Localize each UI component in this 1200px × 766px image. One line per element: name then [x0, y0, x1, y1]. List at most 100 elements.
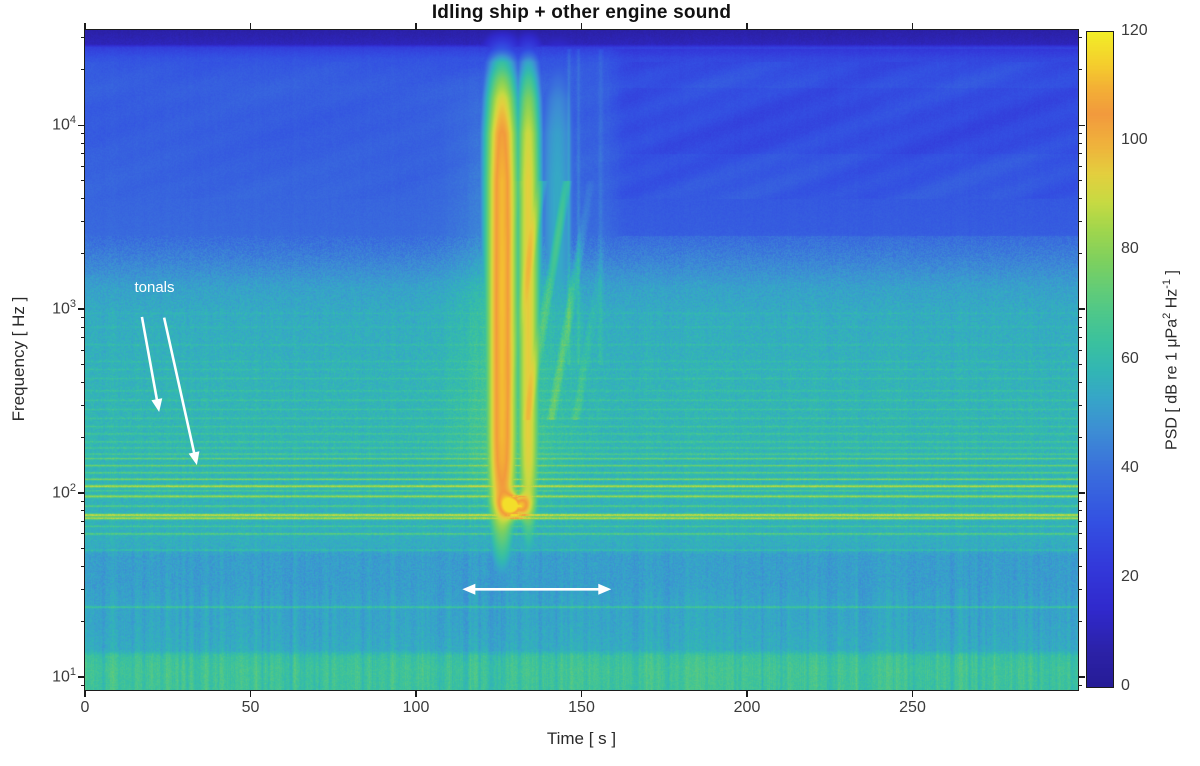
colorbar-tick-label: 0 — [1121, 677, 1130, 694]
y-tick-label: 104 — [52, 114, 76, 134]
y-axis-minor-tick-right — [1078, 381, 1082, 383]
y-axis-tick-right — [1078, 308, 1085, 310]
y-axis-minor-tick — [81, 142, 85, 144]
colorbar-tick-label: 100 — [1121, 131, 1148, 149]
y-axis-minor-tick-right — [1078, 198, 1082, 200]
y-axis-minor-tick-right — [1078, 142, 1082, 144]
y-axis-minor-tick — [81, 37, 85, 39]
y-axis-minor-tick — [81, 565, 85, 567]
plot-area: tonals — [84, 29, 1079, 691]
x-axis-tick-top — [84, 23, 86, 30]
colorbar-tick-label: 20 — [1121, 567, 1139, 585]
y-axis-minor-tick-right — [1078, 221, 1082, 222]
x-axis-tick-top — [746, 23, 748, 30]
y-axis-minor-tick — [81, 337, 85, 339]
y-axis-minor-tick-right — [1078, 501, 1082, 503]
y-axis-minor-tick — [81, 165, 85, 167]
x-tick-label: 50 — [241, 699, 260, 716]
y-axis-minor-tick-right — [1078, 133, 1082, 135]
y-axis-tick — [78, 676, 85, 678]
spectrogram-canvas — [85, 30, 1078, 690]
y-axis-minor-tick — [81, 588, 85, 590]
y-axis-minor-tick — [81, 510, 85, 512]
y-axis-minor-tick — [81, 180, 85, 182]
chart-title: Idling ship + other engine sound — [431, 2, 732, 23]
y-axis-minor-tick — [81, 253, 85, 255]
x-axis-tick-top — [249, 23, 252, 30]
y-axis-tick — [78, 124, 85, 127]
x-tick-label: 150 — [568, 699, 595, 716]
y-axis-minor-tick — [81, 133, 85, 135]
y-axis-minor-tick-right — [1078, 547, 1082, 549]
y-axis-minor-tick-right — [1078, 684, 1082, 686]
y-axis-minor-tick-right — [1078, 621, 1082, 623]
x-axis-tick — [580, 690, 583, 697]
x-axis-tick — [911, 690, 914, 697]
colorbar-tick-label: 120 — [1121, 22, 1148, 39]
y-axis-minor-tick-right — [1078, 565, 1082, 567]
colorbar — [1086, 31, 1114, 688]
x-tick-label: 250 — [899, 699, 926, 716]
y-tick-label: 102 — [52, 482, 76, 502]
y-axis-minor-tick-right — [1078, 337, 1082, 339]
y-axis-minor-tick-right — [1078, 326, 1082, 328]
y-axis-label: Frequency [ Hz ] — [9, 296, 28, 422]
y-axis-minor-tick — [81, 69, 85, 71]
y-axis-tick — [78, 308, 85, 310]
y-axis-minor-tick-right — [1078, 317, 1082, 319]
x-axis-tick — [746, 690, 748, 697]
colorbar-tick-label: 80 — [1121, 240, 1139, 258]
y-axis-minor-tick — [81, 501, 85, 503]
x-tick-label: 200 — [733, 699, 761, 716]
x-tick-label: 0 — [80, 699, 90, 716]
y-axis-tick-right — [1078, 124, 1085, 127]
y-axis-minor-tick-right — [1078, 165, 1082, 167]
y-axis-minor-tick — [81, 521, 85, 523]
x-axis-tick — [415, 690, 417, 697]
y-axis-minor-tick-right — [1078, 437, 1082, 439]
x-axis-tick-top — [580, 23, 583, 30]
x-tick-label: 100 — [402, 699, 430, 716]
y-axis-minor-tick-right — [1078, 588, 1082, 590]
colorbar-tick-label: 60 — [1121, 349, 1139, 367]
y-tick-label: 103 — [52, 298, 76, 318]
y-axis-minor-tick — [81, 621, 85, 623]
y-axis-minor-tick-right — [1078, 533, 1082, 535]
y-axis-minor-tick-right — [1078, 69, 1082, 71]
y-axis-minor-tick-right — [1078, 349, 1082, 351]
x-axis-tick — [249, 690, 252, 697]
y-axis-minor-tick-right — [1078, 521, 1082, 523]
x-axis-label: Time [ s ] — [546, 729, 617, 748]
y-axis-tick — [78, 492, 85, 494]
y-axis-minor-tick — [81, 317, 85, 319]
y-axis-minor-tick — [81, 533, 85, 535]
y-axis-minor-tick — [81, 221, 85, 222]
x-axis-tick-top — [911, 23, 914, 30]
y-axis-minor-tick-right — [1078, 253, 1082, 255]
colorbar-label: PSD [ dB re 1 μPa2 Hz-1 ] — [1161, 270, 1181, 450]
y-axis-minor-tick-right — [1078, 37, 1082, 39]
x-axis-tick — [84, 690, 86, 697]
y-axis-tick-right — [1078, 492, 1085, 494]
y-axis-minor-tick — [81, 547, 85, 549]
y-axis-minor-tick-right — [1078, 510, 1082, 512]
y-tick-label: 101 — [52, 666, 76, 686]
y-axis-minor-tick — [81, 326, 85, 328]
colorbar-canvas — [1087, 32, 1113, 687]
y-axis-minor-tick-right — [1078, 180, 1082, 182]
y-axis-minor-tick — [81, 364, 85, 366]
y-axis-minor-tick — [81, 349, 85, 351]
y-axis-minor-tick — [81, 381, 85, 383]
y-axis-minor-tick-right — [1078, 153, 1082, 155]
y-axis-minor-tick-right — [1078, 404, 1082, 406]
y-axis-minor-tick — [81, 153, 85, 155]
y-axis-minor-tick — [81, 404, 85, 406]
y-axis-minor-tick — [81, 437, 85, 439]
y-axis-tick-right — [1078, 676, 1085, 678]
x-axis-tick-top — [415, 23, 417, 30]
y-axis-minor-tick — [81, 684, 85, 686]
y-axis-minor-tick-right — [1078, 364, 1082, 366]
y-axis-minor-tick — [81, 198, 85, 200]
colorbar-tick-label: 40 — [1121, 458, 1139, 476]
